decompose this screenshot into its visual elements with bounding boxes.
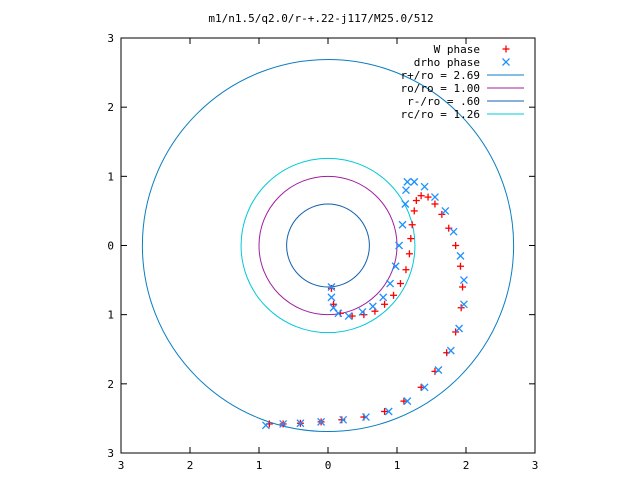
cross-point	[334, 309, 343, 318]
plus-point	[407, 235, 415, 243]
legend-label: drho phase	[414, 56, 480, 69]
plus-point	[348, 312, 356, 320]
y-tick-label: 2	[107, 378, 114, 391]
legend-marker	[502, 45, 510, 53]
cross-point	[459, 276, 468, 285]
cross-point	[296, 419, 305, 428]
y-tick-label: 3	[107, 32, 114, 45]
y-tick-label: 3	[107, 447, 114, 460]
cross-point	[402, 186, 410, 195]
plus-point	[396, 280, 404, 288]
cross-point	[420, 182, 429, 191]
cross-point	[386, 279, 395, 288]
cross-point	[430, 193, 439, 202]
plus-point	[456, 262, 464, 270]
cross-point	[384, 407, 393, 416]
y-tick-label: 0	[107, 240, 114, 253]
cross-point	[403, 397, 412, 406]
cross-point	[398, 220, 407, 229]
cross-point	[395, 241, 404, 250]
plus-point	[412, 197, 420, 205]
x-tick-label: 3	[532, 459, 539, 472]
x-tick-label: 2	[187, 459, 194, 472]
x-tick-label: 1	[394, 459, 401, 472]
y-tick-label: 2	[107, 101, 114, 114]
cross-point	[455, 324, 464, 333]
cross-point	[379, 293, 388, 302]
x-tick-label: 1	[256, 459, 263, 472]
plus-point	[381, 300, 389, 308]
cross-point	[446, 346, 455, 355]
legend-label: rc/ro = 1.26	[401, 108, 480, 121]
plus-point	[405, 250, 413, 258]
plus-point	[445, 224, 453, 232]
cross-point	[401, 200, 410, 208]
cross-point	[391, 262, 400, 271]
circle-rc-ro-1-26	[240, 157, 416, 334]
plus-point	[338, 416, 346, 424]
cross-point	[339, 415, 348, 424]
cross-point	[358, 307, 367, 316]
plus-point	[459, 283, 467, 291]
cross-point	[456, 251, 465, 260]
plot-area	[141, 58, 515, 433]
x-tick-label: 2	[463, 459, 470, 472]
plus-point	[408, 221, 416, 229]
legend-marker	[502, 58, 510, 66]
cross-point	[327, 293, 336, 302]
cross-point	[459, 300, 468, 309]
plus-point	[360, 311, 368, 319]
x-tick-label: 3	[118, 459, 125, 472]
chart-title: m1/n1.5/q2.0/r-+.22-j117/M25.0/512	[208, 12, 433, 25]
cross-point	[434, 366, 443, 374]
x-tick-label: 0	[325, 459, 332, 472]
plus-point	[381, 408, 389, 415]
cross-point	[441, 206, 450, 215]
y-tick-label: 1	[107, 309, 114, 322]
plus-point	[400, 397, 408, 405]
cross-point	[317, 417, 326, 426]
plus-point	[402, 266, 410, 274]
cross-point	[361, 413, 370, 421]
cross-point	[410, 177, 419, 186]
plus-point	[452, 242, 460, 249]
circle-r-ro-60	[286, 203, 370, 288]
circle-ro-ro-1-00	[258, 175, 398, 316]
legend-label: ro/ro = 1.00	[401, 82, 480, 95]
legend-label: r+/ro = 2.69	[401, 69, 480, 82]
series-drho-phase	[261, 177, 468, 430]
cross-point	[403, 177, 412, 186]
circle-r-ro-2-69	[141, 58, 515, 433]
plus-point	[330, 300, 338, 308]
plus-point	[410, 207, 418, 215]
plus-point	[417, 192, 425, 200]
cross-point	[420, 383, 429, 392]
cross-point	[449, 227, 458, 236]
plus-point	[431, 200, 439, 208]
legend-label: W phase	[434, 43, 480, 56]
plus-point	[424, 193, 432, 201]
cross-point	[261, 421, 270, 430]
cross-point	[327, 283, 336, 291]
legend-label: r-/ro = .60	[407, 95, 480, 108]
cross-point	[368, 302, 377, 311]
y-tick-label: 1	[107, 170, 114, 183]
plus-point	[417, 383, 425, 391]
cross-point	[344, 312, 353, 321]
cross-point	[279, 419, 288, 428]
plus-point	[390, 291, 398, 299]
plus-point	[327, 284, 335, 292]
